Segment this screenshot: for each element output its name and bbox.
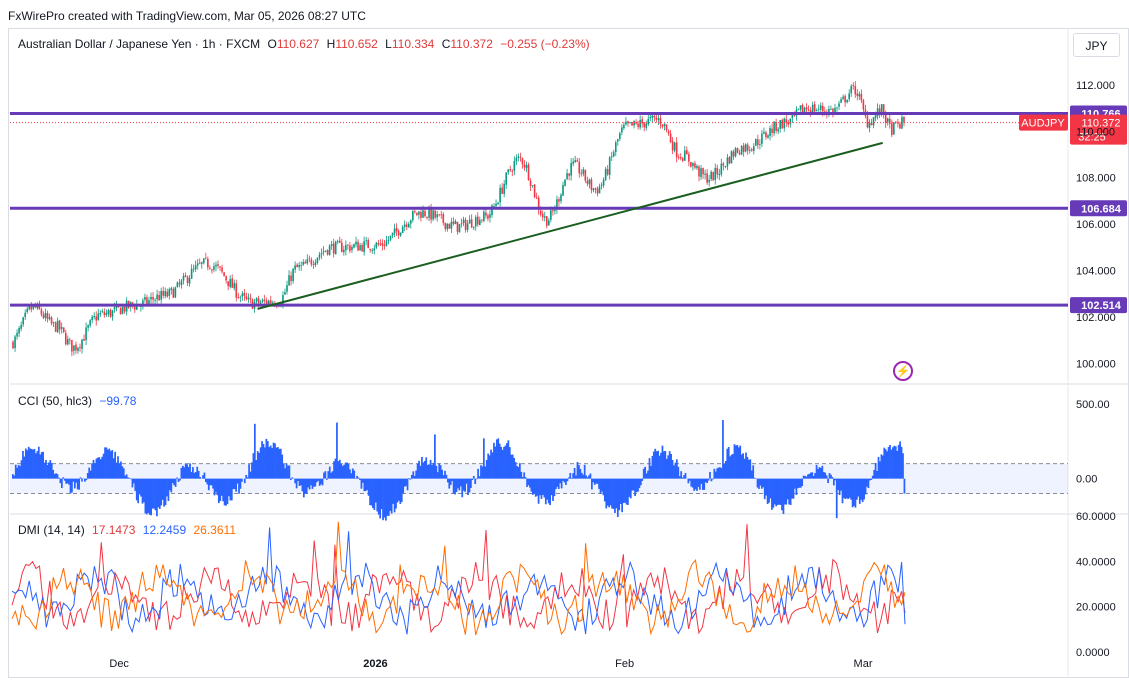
open-value: 110.627: [276, 37, 320, 51]
cci-legend: CCI (50, hlc3) −99.78: [18, 394, 140, 408]
currency-button[interactable]: JPY: [1073, 33, 1120, 57]
dmi-legend: DMI (14, 14) 17.1473 12.2459 26.3611: [18, 523, 240, 537]
dmi-value-2: 12.2459: [142, 523, 187, 537]
high-label: H: [326, 37, 336, 51]
change-value: −0.255 (−0.23%): [500, 37, 590, 51]
low-value: 110.334: [391, 37, 435, 51]
high-value: 110.652: [335, 37, 378, 51]
close-label: C: [441, 37, 451, 51]
open-label: O: [267, 37, 277, 51]
low-label: L: [385, 37, 392, 51]
symbol-label[interactable]: Australian Dollar / Japanese Yen · 1h · …: [18, 37, 261, 51]
attribution-text: FxWirePro created with TradingView.com, …: [8, 9, 366, 23]
lightning-icon[interactable]: ⚡: [893, 361, 913, 381]
cci-name[interactable]: CCI (50, hlc3): [18, 394, 93, 408]
chart-frame: [8, 28, 1129, 678]
dmi-value-1: 17.1473: [92, 523, 136, 537]
dmi-name[interactable]: DMI (14, 14): [18, 523, 85, 537]
cci-value: −99.78: [99, 394, 137, 408]
close-value: 110.372: [450, 37, 493, 51]
dmi-value-3: 26.3611: [193, 523, 237, 537]
price-legend: Australian Dollar / Japanese Yen · 1h · …: [18, 37, 594, 51]
